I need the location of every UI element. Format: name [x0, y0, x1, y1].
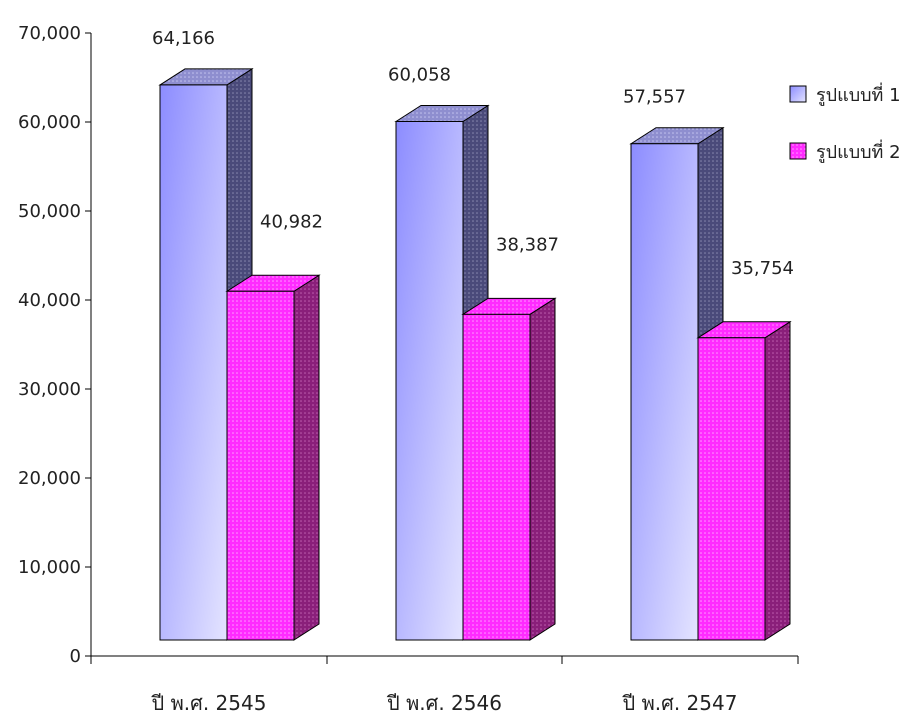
- x-category-label: ปี พ.ศ. 2546: [387, 691, 502, 715]
- y-tick-label: 40,000: [18, 290, 81, 311]
- bar-2: [226, 290, 295, 641]
- legend-label-series-1: รูปแบบที่ 1: [816, 82, 901, 106]
- bar-2: [697, 337, 766, 641]
- data-labels: 64,166 40,982 60,058 38,387 57,557 35,754: [152, 28, 794, 279]
- x-category-label: ปี พ.ศ. 2547: [622, 691, 737, 715]
- bar-side-face: [293, 274, 320, 641]
- bar-side-face: [764, 320, 791, 641]
- data-label: 35,754: [731, 258, 794, 279]
- legend: รูปแบบที่ 1 รูปแบบที่ 2: [789, 82, 901, 163]
- bar-1: [159, 84, 228, 641]
- bar-1: [630, 143, 699, 641]
- data-label: 38,387: [496, 234, 559, 255]
- bar-1: [395, 120, 464, 641]
- axes: 0 10,000 20,000 30,000 40,000 50,000 60,000 70,…: [18, 23, 799, 715]
- y-tick-label: 50,000: [18, 201, 81, 222]
- bar-side-face: [529, 297, 556, 641]
- data-label: 57,557: [623, 87, 686, 108]
- legend-label-series-2: รูปแบบที่ 2: [816, 139, 901, 163]
- legend-swatch-series-2: [789, 142, 807, 160]
- x-category-label: ปี พ.ศ. 2545: [151, 691, 266, 715]
- y-tick-label: 60,000: [18, 112, 81, 133]
- y-tick-label: 70,000: [18, 23, 81, 44]
- data-label: 60,058: [388, 64, 451, 85]
- y-tick-label: 30,000: [18, 379, 81, 400]
- legend-swatch-series-1: [789, 85, 807, 103]
- y-tick-label: 20,000: [18, 468, 81, 489]
- y-tick-label: 10,000: [18, 557, 81, 578]
- bars: [158, 68, 792, 641]
- bar-2: [462, 313, 531, 641]
- y-tick-label: 0: [70, 646, 81, 667]
- data-label: 40,982: [260, 211, 323, 232]
- data-label: 64,166: [152, 28, 215, 49]
